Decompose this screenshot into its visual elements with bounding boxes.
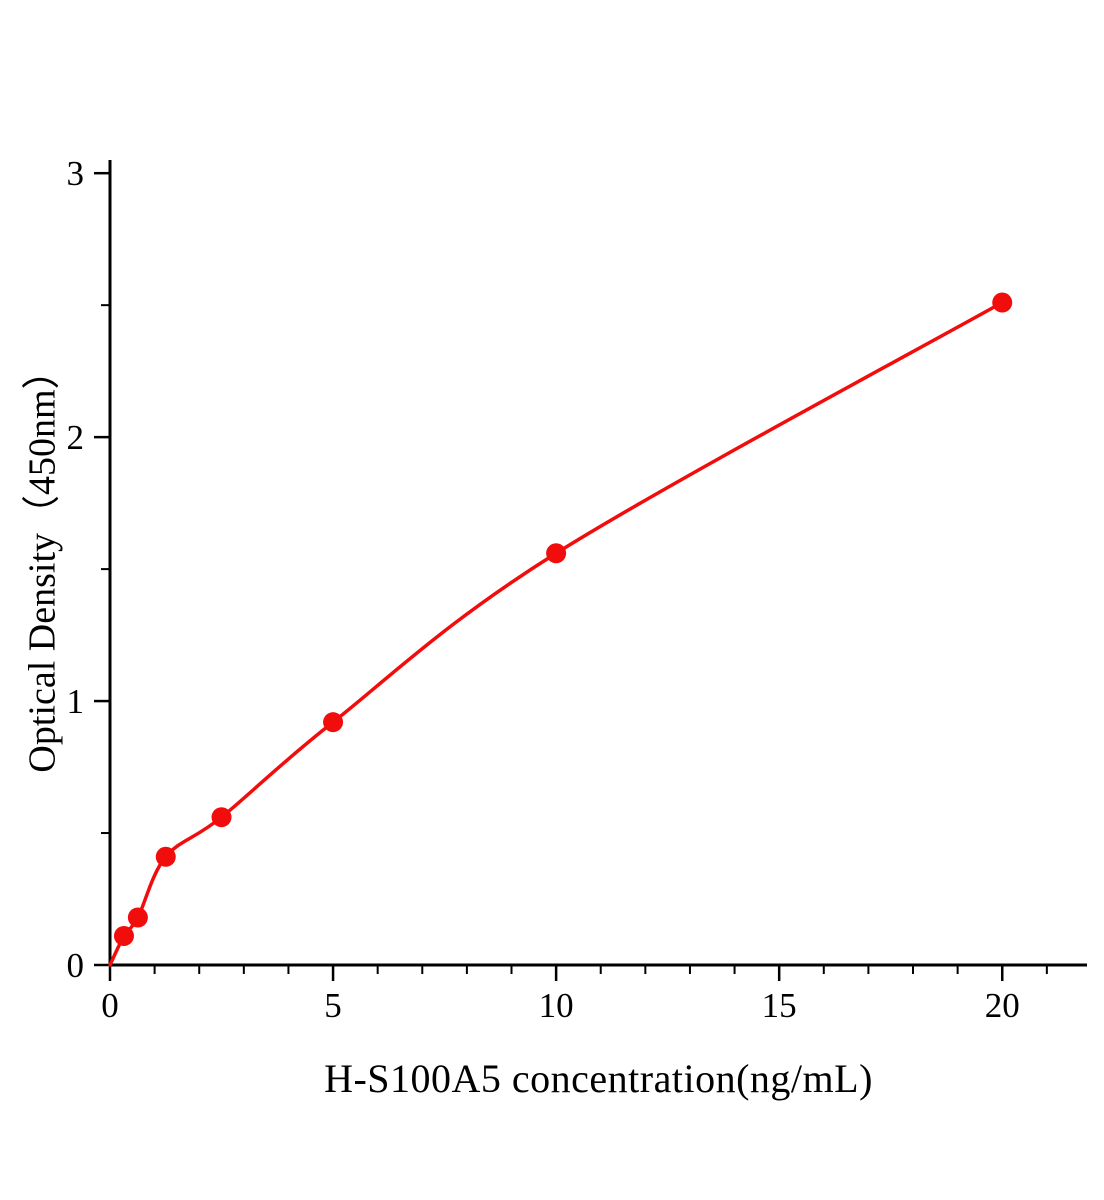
x-tick-label: 20 [985, 986, 1020, 1025]
y-tick-label: 2 [67, 418, 85, 457]
data-point-marker [323, 712, 344, 733]
x-tick-label: 10 [539, 986, 574, 1025]
y-axis-title: Optical Density（450nm） [21, 351, 64, 773]
x-axis-title: H-S100A5 concentration(ng/mL) [324, 1056, 873, 1101]
data-point-marker [127, 907, 148, 928]
y-tick-label: 1 [67, 682, 85, 721]
y-tick-label: 0 [67, 946, 85, 985]
data-point-marker [113, 925, 134, 946]
y-tick-label: 3 [67, 154, 85, 193]
fit-curve-line [108, 300, 1004, 967]
x-tick-label: 5 [324, 986, 342, 1025]
data-point-marker [155, 846, 176, 867]
x-tick-label: 0 [101, 986, 119, 1025]
data-point-marker [992, 292, 1013, 313]
x-tick-label: 15 [762, 986, 797, 1025]
data-point-marker [546, 543, 567, 564]
data-point-marker [211, 807, 232, 828]
